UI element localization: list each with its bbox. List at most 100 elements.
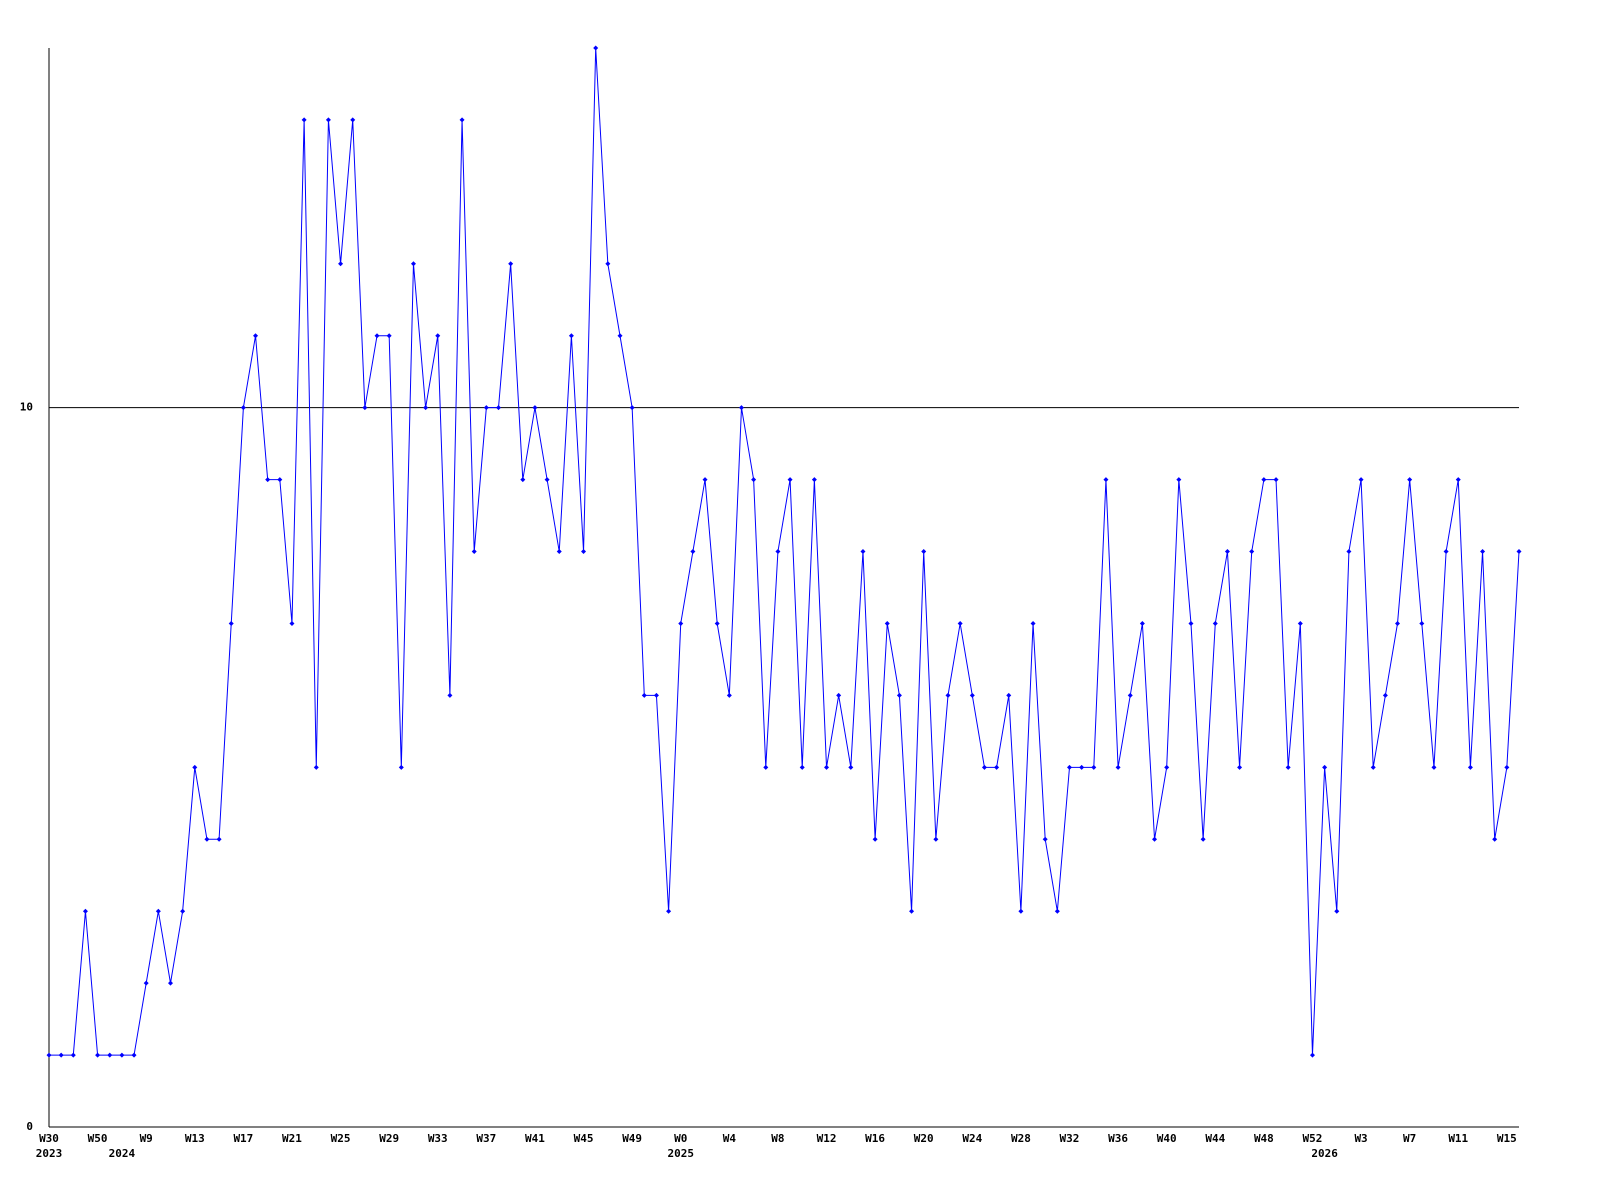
data-point: [1152, 836, 1158, 842]
data-point: [459, 117, 465, 123]
data-point: [1164, 764, 1170, 770]
x-tick-label: W8: [771, 1132, 784, 1145]
data-point: [1431, 764, 1437, 770]
data-point: [860, 549, 866, 555]
data-point: [617, 333, 623, 339]
x-tick-label: W3: [1354, 1132, 1367, 1145]
x-tick-label: W9: [140, 1132, 153, 1145]
data-point: [581, 549, 587, 555]
data-point: [787, 477, 793, 483]
data-point: [82, 908, 88, 914]
data-point: [690, 549, 696, 555]
data-point: [1395, 620, 1401, 626]
data-point: [1480, 549, 1486, 555]
data-point: [1467, 764, 1473, 770]
data-point: [1212, 620, 1218, 626]
data-point: [204, 836, 210, 842]
data-point: [167, 980, 173, 986]
data-point: [374, 333, 380, 339]
data-point: [1273, 477, 1279, 483]
data-point: [240, 405, 246, 411]
x-tick-label: W15: [1497, 1132, 1517, 1145]
data-point: [726, 692, 732, 698]
x-tick-label: W44: [1205, 1132, 1225, 1145]
data-point: [1042, 836, 1048, 842]
data-point: [362, 405, 368, 411]
data-point: [799, 764, 805, 770]
data-point: [848, 764, 854, 770]
data-point: [46, 1052, 52, 1058]
data-point: [872, 836, 878, 842]
data-point: [1504, 764, 1510, 770]
data-point: [1139, 620, 1145, 626]
data-point: [738, 405, 744, 411]
x-tick-label: W0: [674, 1132, 687, 1145]
data-point: [483, 405, 489, 411]
x-tick-label: W11: [1448, 1132, 1468, 1145]
data-point: [435, 333, 441, 339]
y-tick-label: 10: [20, 401, 33, 414]
x-tick-label: W49: [622, 1132, 642, 1145]
data-point: [1358, 477, 1364, 483]
data-point: [1224, 549, 1230, 555]
data-point: [228, 620, 234, 626]
data-point: [909, 908, 915, 914]
data-point: [1127, 692, 1133, 698]
data-point: [265, 477, 271, 483]
data-point: [969, 692, 975, 698]
data-point: [811, 477, 817, 483]
data-point: [666, 908, 672, 914]
data-point: [629, 405, 635, 411]
data-point: [945, 692, 951, 698]
data-point: [836, 692, 842, 698]
data-point: [1382, 692, 1388, 698]
year-label: 2026: [1311, 1147, 1338, 1160]
data-point: [1006, 692, 1012, 698]
data-point: [508, 261, 514, 267]
data-point: [107, 1052, 113, 1058]
x-tick-label: W17: [233, 1132, 253, 1145]
data-point: [921, 549, 927, 555]
data-point: [1018, 908, 1024, 914]
data-point: [957, 620, 963, 626]
data-point: [896, 692, 902, 698]
data-point: [981, 764, 987, 770]
x-tick-label: W12: [817, 1132, 837, 1145]
x-tick-label: W33: [428, 1132, 448, 1145]
data-point: [556, 549, 562, 555]
data-point: [471, 549, 477, 555]
data-point: [751, 477, 757, 483]
data-point: [398, 764, 404, 770]
data-point: [143, 980, 149, 986]
data-point: [325, 117, 331, 123]
data-point: [1249, 549, 1255, 555]
data-point: [1455, 477, 1461, 483]
data-point: [884, 620, 890, 626]
data-point: [702, 477, 708, 483]
data-point: [1516, 549, 1522, 555]
x-tick-label: W45: [574, 1132, 594, 1145]
data-point: [1103, 477, 1109, 483]
data-point: [192, 764, 198, 770]
year-label: 2025: [667, 1147, 694, 1160]
x-tick-label: W28: [1011, 1132, 1031, 1145]
data-point: [605, 261, 611, 267]
data-point: [253, 333, 259, 339]
year-label: 2024: [109, 1147, 136, 1160]
data-point: [1346, 549, 1352, 555]
data-point: [714, 620, 720, 626]
data-point: [1091, 764, 1097, 770]
data-point: [994, 764, 1000, 770]
data-point: [313, 764, 319, 770]
data-point: [386, 333, 392, 339]
data-point: [1115, 764, 1121, 770]
data-point: [775, 549, 781, 555]
x-tick-label: W13: [185, 1132, 205, 1145]
x-tick-label: W29: [379, 1132, 399, 1145]
data-point: [1370, 764, 1376, 770]
data-point: [131, 1052, 137, 1058]
data-point: [496, 405, 502, 411]
year-label: 2023: [36, 1147, 63, 1160]
data-point: [289, 620, 295, 626]
